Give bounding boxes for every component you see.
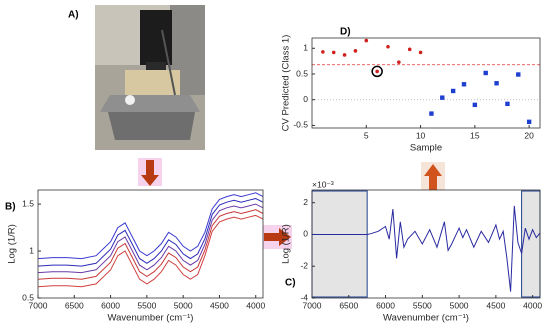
point [386, 44, 390, 49]
x-tick-label: 5500 [137, 300, 156, 310]
spectrum-line [312, 205, 540, 292]
x-tick-label: 5 [364, 130, 369, 140]
panel-label: B) [5, 202, 16, 213]
y-axis-label: Log (1/R) [7, 224, 18, 264]
point [450, 88, 456, 94]
spectrum-line [38, 214, 263, 288]
y-axis-label: CV Predicted (Class 1) [281, 35, 292, 132]
y-tick-label: 2 [303, 197, 308, 207]
y-tick-label: 1.5 [22, 198, 34, 208]
point [472, 102, 478, 108]
plot-marks [321, 38, 532, 125]
x-tick-label: 4000 [246, 300, 265, 310]
point [407, 47, 412, 52]
arrow [421, 162, 445, 192]
y-tick-label: 0.5 [296, 68, 308, 78]
y-tick-label: 1 [303, 43, 308, 53]
x-tick-label: 6000 [376, 300, 395, 310]
shaded-region [311, 190, 368, 298]
x-tick-label: 4500 [210, 300, 229, 310]
point [440, 95, 445, 100]
x-tick-label: 5000 [174, 300, 193, 310]
x-tick-label: 7000 [303, 300, 322, 310]
arrow [262, 225, 292, 249]
photo [95, 5, 205, 150]
y-tick-label: 0 [303, 94, 308, 104]
x-tick-label: 20 [524, 130, 534, 140]
point [461, 82, 467, 87]
point [353, 49, 358, 53]
plot-marks [38, 192, 263, 288]
x-tick-label: 5000 [450, 300, 469, 310]
point [494, 81, 499, 86]
point [483, 70, 488, 76]
plot-area [312, 38, 540, 128]
spectrum-line [38, 209, 263, 280]
point [342, 53, 347, 57]
x-tick-label: 4000 [523, 300, 542, 310]
x-tick-label: 6500 [65, 300, 84, 310]
x-tick-label: 7000 [29, 300, 48, 310]
y-multiplier: ×10⁻³ [312, 179, 334, 189]
axes-frame [311, 37, 541, 129]
spectrum-line [38, 192, 263, 260]
point [331, 50, 336, 55]
y-tick-label: -2 [300, 260, 308, 270]
y-tick-label: 0 [303, 229, 308, 239]
spectrum-line [38, 203, 263, 274]
panel-label: D) [340, 27, 351, 38]
x-axis-label: Wavenumber (cm⁻¹) [383, 313, 469, 324]
panel-label: C) [285, 278, 296, 289]
y-tick-label: 0.5 [22, 292, 34, 302]
point [418, 50, 423, 55]
point [516, 72, 521, 77]
point [429, 111, 434, 116]
point [505, 101, 510, 107]
spectrum-line [38, 197, 263, 267]
x-tick-label: 10 [416, 130, 426, 140]
x-axis-label: Sample [410, 143, 442, 154]
point [321, 50, 325, 54]
panel-label: A) [68, 10, 79, 21]
x-tick-label: 6500 [339, 300, 358, 310]
point [397, 60, 401, 64]
point [375, 69, 379, 74]
axes-frame [37, 189, 264, 299]
x-tick-label: 4500 [486, 300, 505, 310]
point [526, 119, 532, 125]
x-axis-label: Wavenumber (cm⁻¹) [108, 313, 194, 324]
plot-marks [312, 205, 540, 292]
point [364, 38, 369, 43]
x-tick-label: 15 [470, 130, 480, 140]
y-axis-label: Log (1/R) [281, 224, 292, 264]
highlight-circle [371, 65, 383, 78]
y-tick-label: 1 [29, 245, 34, 255]
y-tick-label: -0.5 [293, 120, 308, 130]
axes-frame [311, 189, 541, 299]
shaded-region [521, 190, 541, 298]
x-tick-label: 5500 [413, 300, 432, 310]
y-tick-label: -4 [300, 292, 308, 302]
x-tick-label: 6000 [101, 300, 120, 310]
arrow [138, 158, 162, 186]
